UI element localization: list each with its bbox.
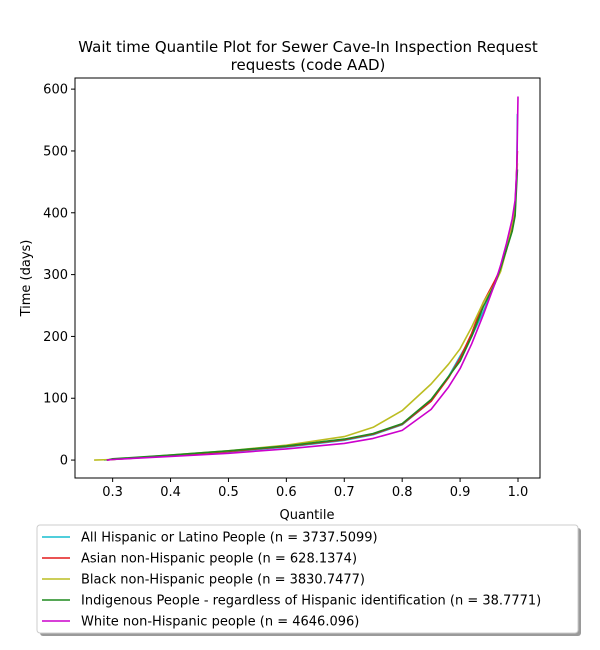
x-tick-label: 0.3 [102, 485, 123, 500]
chart-title-line-1: Wait time Quantile Plot for Sewer Cave-I… [78, 38, 538, 56]
series-line [103, 113, 519, 461]
series-line [106, 169, 519, 461]
y-tick-label: 600 [43, 83, 68, 98]
legend-entry-label: Indigenous People - regardless of Hispan… [81, 594, 541, 609]
y-tick-label: 300 [43, 268, 68, 283]
series-layer [94, 96, 519, 461]
x-tick-label: 0.8 [392, 485, 413, 500]
x-tick-label: 1.0 [508, 485, 529, 500]
chart-title: Wait time Quantile Plot for Sewer Cave-I… [78, 38, 538, 74]
plot-frame [74, 77, 541, 479]
series-line [106, 96, 519, 461]
legend-entry-label: All Hispanic or Latino People (n = 3737.… [81, 531, 378, 546]
y-axis-ticks: 0 100 200 300 400 500 600 [43, 83, 75, 469]
x-tick-label: 0.5 [218, 485, 239, 500]
y-tick-label: 100 [43, 392, 68, 407]
legend-box [36, 524, 579, 634]
x-tick-label: 0.6 [276, 485, 297, 500]
legend-items: All Hispanic or Latino People (n = 3737.… [42, 531, 541, 630]
y-axis-label: Time (days) [19, 240, 34, 318]
x-tick-label: 0.4 [160, 485, 181, 500]
chart-title-line-2: requests (code AAD) [231, 56, 386, 74]
series-line [106, 150, 519, 461]
legend: All Hispanic or Latino People (n = 3737.… [36, 524, 581, 636]
x-axis-ticks: 0.3 0.4 0.5 0.6 0.7 0.8 0.9 1.0 [102, 478, 528, 500]
legend-entry-label: Asian non-Hispanic people (n = 628.1374) [81, 552, 357, 567]
y-tick-label: 500 [43, 144, 68, 159]
x-tick-label: 0.9 [450, 485, 471, 500]
x-axis-label: Quantile [280, 508, 335, 523]
legend-entry-label: Black non-Hispanic people (n = 3830.7477… [81, 573, 365, 588]
x-tick-label: 0.7 [334, 485, 355, 500]
y-tick-label: 200 [43, 330, 68, 345]
y-tick-label: 400 [43, 206, 68, 221]
legend-entry-label: White non-Hispanic people (n = 4646.096) [81, 615, 359, 630]
y-tick-label: 0 [60, 454, 68, 469]
series-line [94, 163, 519, 461]
